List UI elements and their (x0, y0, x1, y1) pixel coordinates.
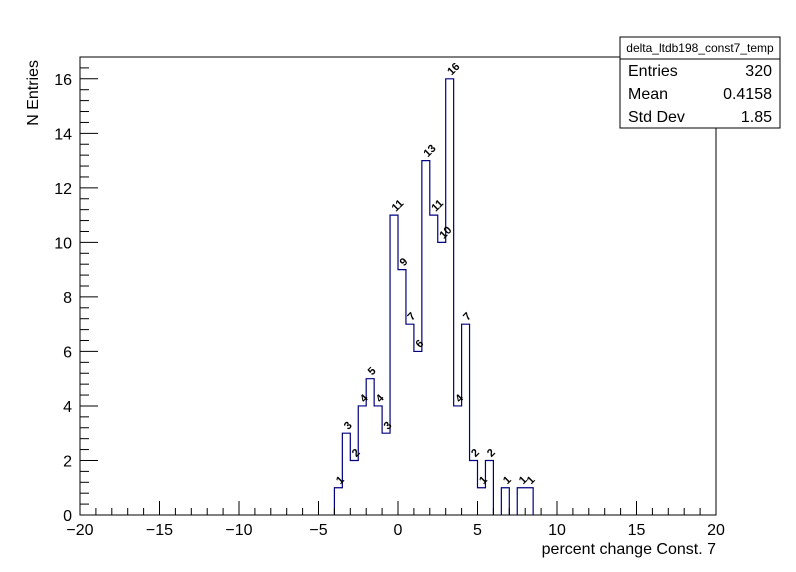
y-tick-label-6: 12 (54, 181, 72, 198)
stats-box-frame (619, 36, 781, 129)
stats-value-1: 0.4158 (723, 86, 772, 103)
stats-label-2: Std Dev (628, 109, 685, 126)
histogram-bin-21 (517, 488, 525, 515)
stats-value-2: 1.85 (741, 109, 772, 126)
histogram-bin-10 (414, 351, 422, 515)
x-tick-label-1: −15 (146, 522, 173, 539)
histogram-bin-0 (334, 488, 342, 515)
axis-layer: −20 −15 −10 −5 0 5 10 15 20 0 2 4 6 8 10 12 14 16 (54, 56, 725, 539)
histogram-bin-5 (374, 406, 382, 515)
histogram-bin-16 (462, 324, 470, 515)
stats-box-title: delta_ltdb198_const7_temp (626, 41, 774, 55)
histogram-bin-15 (454, 406, 462, 515)
stats-label-0: Entries (628, 63, 678, 80)
y-tick-label-1: 2 (63, 453, 72, 470)
histogram-bin-3 (358, 406, 366, 515)
y-tick-label-0: 0 (63, 508, 72, 525)
histogram-bin-19 (485, 460, 493, 515)
stats-label-1: Mean (628, 86, 668, 103)
histogram-bin-9 (406, 324, 414, 515)
y-axis-label: N Entries (25, 60, 42, 126)
x-tick-label-7: 15 (628, 522, 646, 539)
x-tick-label-8: 20 (707, 522, 725, 539)
x-axis-label: percent change Const. 7 (542, 541, 716, 558)
x-tick-label-2: −10 (225, 522, 252, 539)
y-tick-label-2: 4 (63, 399, 72, 416)
histogram-bin-17 (470, 460, 478, 515)
y-tick-label-5: 10 (54, 235, 72, 252)
x-tick-label-5: 5 (473, 522, 482, 539)
y-tick-label-7: 14 (54, 126, 72, 143)
x-tick-label-0: −20 (66, 522, 93, 539)
histogram-bin-8 (398, 270, 406, 515)
histogram-bin-1 (342, 433, 350, 515)
histogram-bin-11 (422, 161, 430, 515)
histogram-bin-14 (446, 79, 454, 515)
stats-value-0: 320 (745, 63, 772, 80)
histogram-bin-18 (478, 488, 486, 515)
x-tick-label-4: 0 (394, 522, 403, 539)
x-tick-label-6: 10 (548, 522, 566, 539)
y-tick-label-3: 6 (63, 344, 72, 361)
histogram-outline (333, 78, 534, 515)
x-tick-label-3: −5 (309, 522, 327, 539)
stats-box: delta_ltdb198_const7_temp Entries 320 Mean 0… (619, 36, 781, 129)
histogram-layer (333, 78, 534, 515)
y-tick-label-8: 16 (54, 72, 72, 89)
histogram-bin-20 (501, 488, 509, 515)
histogram-bin-6 (382, 433, 390, 515)
histogram-bin-22 (525, 488, 533, 515)
histogram-bin-13 (438, 242, 446, 515)
histogram-bin-2 (350, 460, 358, 515)
histogram-bin-12 (430, 215, 438, 515)
y-tick-label-4: 8 (63, 290, 72, 307)
